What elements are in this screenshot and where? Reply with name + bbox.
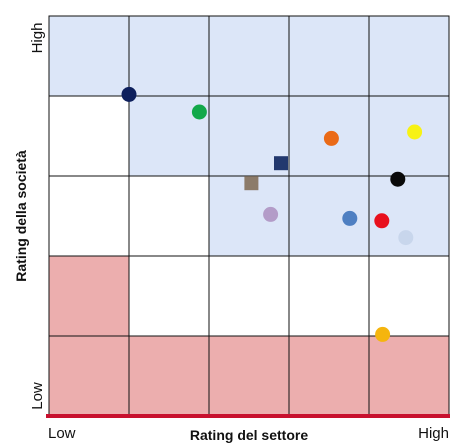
data-point-12 — [375, 326, 391, 342]
data-point-10 — [374, 213, 390, 229]
data-point-1 — [121, 86, 137, 102]
zone-cell-3-1 — [129, 256, 209, 336]
zone-cell-0-3 — [289, 16, 369, 96]
zone-cell-4-2 — [209, 336, 289, 416]
x-axis-title: Rating del settore — [190, 427, 308, 443]
data-point-9 — [342, 210, 358, 226]
grid-lines — [46, 15, 450, 418]
zone-cell-3-3 — [289, 256, 369, 336]
x-tick-high: High — [418, 425, 449, 442]
zone-cell-3-2 — [209, 256, 289, 336]
zone-cell-0-4 — [369, 16, 449, 96]
zone-cell-1-0 — [49, 96, 129, 176]
zone-cell-4-0 — [49, 336, 129, 416]
zone-cell-3-0 — [49, 256, 129, 336]
rating-zones — [49, 16, 449, 416]
x-tick-low: Low — [48, 425, 76, 442]
data-point-4 — [323, 130, 339, 146]
zone-cell-2-3 — [289, 176, 369, 256]
zone-cell-4-1 — [129, 336, 209, 416]
data-point-8 — [263, 206, 279, 222]
data-point-11 — [398, 230, 414, 246]
y-axis-title: Rating della società — [13, 150, 29, 282]
y-tick-high: High — [29, 23, 46, 54]
zone-cell-0-2 — [209, 16, 289, 96]
zone-cell-2-1 — [129, 176, 209, 256]
zone-cell-0-1 — [129, 16, 209, 96]
zone-cell-4-4 — [369, 336, 449, 416]
data-point-7 — [244, 176, 259, 191]
zone-cell-4-3 — [289, 336, 369, 416]
data-point-6 — [390, 171, 406, 187]
data-point-5 — [274, 156, 288, 171]
data-points — [121, 86, 423, 342]
data-point-2 — [191, 104, 207, 120]
zone-cell-3-4 — [369, 256, 449, 336]
y-tick-low: Low — [29, 382, 46, 410]
data-point-3 — [407, 124, 423, 140]
zone-cell-2-0 — [49, 176, 129, 256]
zone-cell-0-0 — [49, 16, 129, 96]
